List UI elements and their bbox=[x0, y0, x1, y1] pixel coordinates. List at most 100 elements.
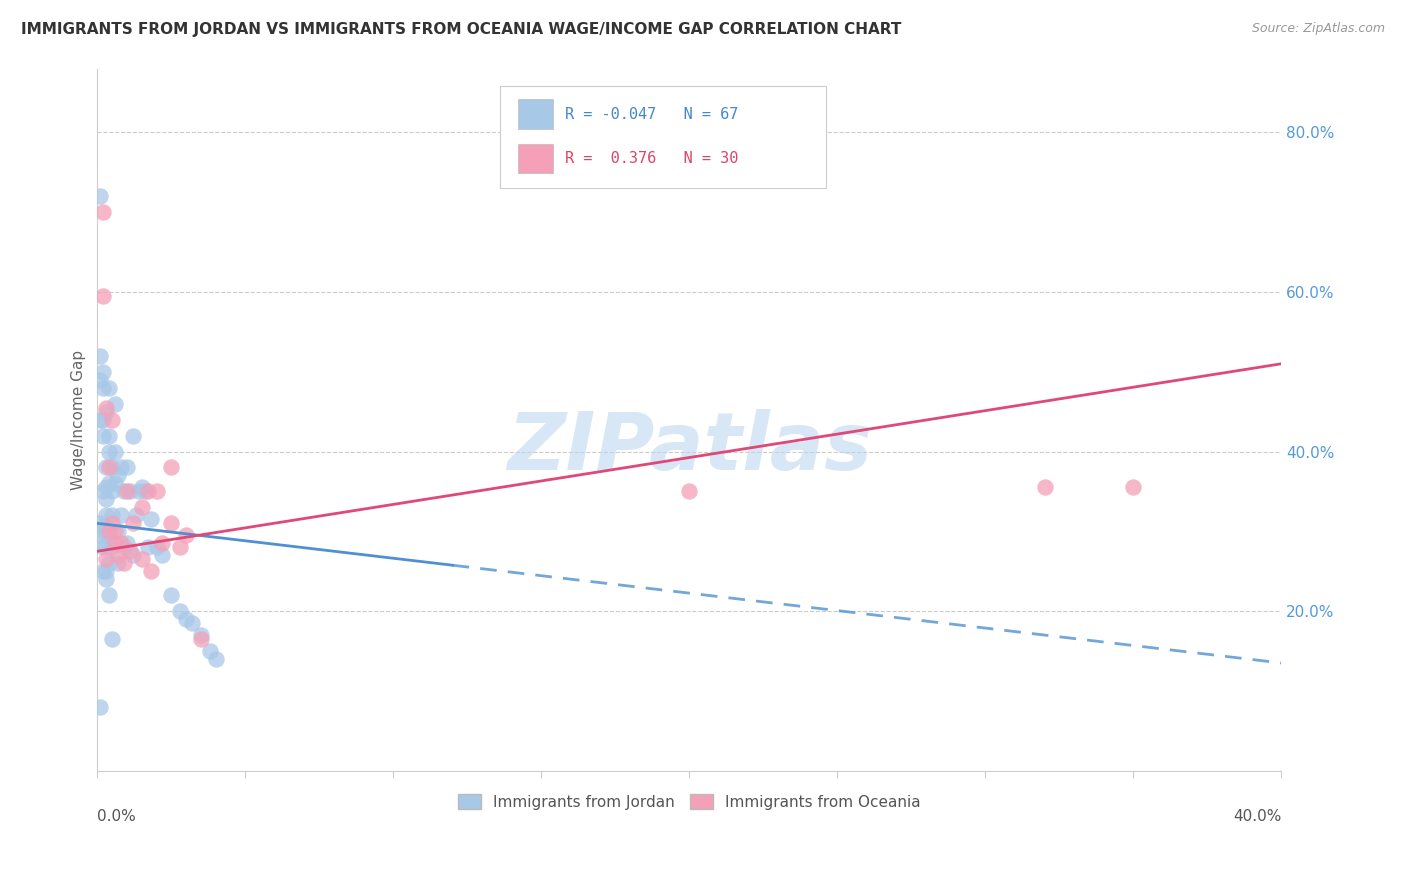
Point bbox=[125, 508, 148, 523]
Point bbox=[89, 516, 111, 531]
Point bbox=[101, 484, 124, 499]
Text: 40.0%: 40.0% bbox=[1233, 809, 1281, 824]
Point bbox=[89, 528, 111, 542]
Point bbox=[98, 460, 121, 475]
Point bbox=[96, 552, 118, 566]
Point bbox=[101, 412, 124, 426]
Point bbox=[198, 644, 221, 658]
Point bbox=[139, 512, 162, 526]
Point bbox=[89, 412, 111, 426]
Point bbox=[115, 460, 138, 475]
Point bbox=[169, 604, 191, 618]
Point bbox=[118, 544, 141, 558]
Point bbox=[107, 524, 129, 539]
Point bbox=[110, 460, 132, 475]
Point bbox=[91, 381, 114, 395]
Point bbox=[104, 524, 127, 539]
Text: ZIPatlas: ZIPatlas bbox=[508, 409, 872, 487]
Point bbox=[104, 476, 127, 491]
Point bbox=[110, 508, 132, 523]
Point bbox=[112, 484, 135, 499]
Text: R =  0.376   N = 30: R = 0.376 N = 30 bbox=[565, 151, 738, 166]
Point bbox=[98, 381, 121, 395]
Point bbox=[98, 588, 121, 602]
Point bbox=[96, 404, 118, 418]
Point bbox=[98, 524, 121, 539]
Point bbox=[181, 616, 204, 631]
Text: 0.0%: 0.0% bbox=[97, 809, 136, 824]
Point bbox=[107, 548, 129, 562]
Point bbox=[122, 516, 145, 531]
Point bbox=[131, 500, 153, 515]
Point bbox=[98, 476, 121, 491]
Point bbox=[96, 508, 118, 523]
Point bbox=[91, 365, 114, 379]
Point bbox=[115, 484, 138, 499]
Point bbox=[139, 564, 162, 578]
Point bbox=[101, 508, 124, 523]
Point bbox=[152, 536, 174, 550]
Point bbox=[152, 548, 174, 562]
Point bbox=[131, 552, 153, 566]
Point bbox=[160, 516, 183, 531]
Point bbox=[136, 484, 159, 499]
Point bbox=[91, 541, 114, 555]
Point bbox=[107, 468, 129, 483]
Point bbox=[169, 541, 191, 555]
Point bbox=[145, 541, 167, 555]
Point bbox=[101, 632, 124, 646]
Point bbox=[98, 444, 121, 458]
Point bbox=[190, 628, 212, 642]
Point bbox=[122, 428, 145, 442]
Point bbox=[96, 492, 118, 507]
Point bbox=[98, 428, 121, 442]
Point bbox=[136, 541, 159, 555]
Text: R = -0.047   N = 67: R = -0.047 N = 67 bbox=[565, 107, 738, 121]
Point bbox=[96, 541, 118, 555]
Point bbox=[101, 516, 124, 531]
Point bbox=[1122, 480, 1144, 494]
Point bbox=[91, 412, 114, 426]
Point bbox=[174, 528, 197, 542]
Text: IMMIGRANTS FROM JORDAN VS IMMIGRANTS FROM OCEANIA WAGE/INCOME GAP CORRELATION CH: IMMIGRANTS FROM JORDAN VS IMMIGRANTS FRO… bbox=[21, 22, 901, 37]
Point bbox=[131, 480, 153, 494]
Point bbox=[134, 484, 156, 499]
Point bbox=[89, 189, 111, 203]
Point bbox=[112, 556, 135, 570]
Point bbox=[91, 289, 114, 303]
Point bbox=[101, 460, 124, 475]
Point bbox=[122, 548, 145, 562]
Y-axis label: Wage/Income Gap: Wage/Income Gap bbox=[72, 350, 86, 490]
Point bbox=[89, 349, 111, 363]
FancyBboxPatch shape bbox=[517, 144, 553, 173]
Point bbox=[101, 541, 124, 555]
Point bbox=[160, 460, 183, 475]
Point bbox=[96, 401, 118, 415]
Point bbox=[190, 632, 212, 646]
Point bbox=[1033, 480, 1056, 494]
Point bbox=[91, 428, 114, 442]
Point bbox=[174, 612, 197, 626]
Point bbox=[160, 588, 183, 602]
Point bbox=[91, 484, 114, 499]
Point bbox=[115, 536, 138, 550]
Point bbox=[107, 556, 129, 570]
Point bbox=[96, 528, 118, 542]
Point bbox=[104, 444, 127, 458]
Point bbox=[98, 556, 121, 570]
Point bbox=[104, 536, 127, 550]
Point bbox=[96, 460, 118, 475]
Point bbox=[678, 484, 700, 499]
Point bbox=[118, 484, 141, 499]
Point bbox=[91, 520, 114, 534]
Point bbox=[89, 373, 111, 387]
Legend: Immigrants from Jordan, Immigrants from Oceania: Immigrants from Jordan, Immigrants from … bbox=[451, 788, 927, 815]
Point bbox=[96, 480, 118, 494]
Text: Source: ZipAtlas.com: Source: ZipAtlas.com bbox=[1251, 22, 1385, 36]
Point bbox=[98, 524, 121, 539]
Point bbox=[110, 536, 132, 550]
Point bbox=[104, 397, 127, 411]
Point bbox=[145, 484, 167, 499]
FancyBboxPatch shape bbox=[501, 86, 825, 188]
FancyBboxPatch shape bbox=[517, 99, 553, 129]
